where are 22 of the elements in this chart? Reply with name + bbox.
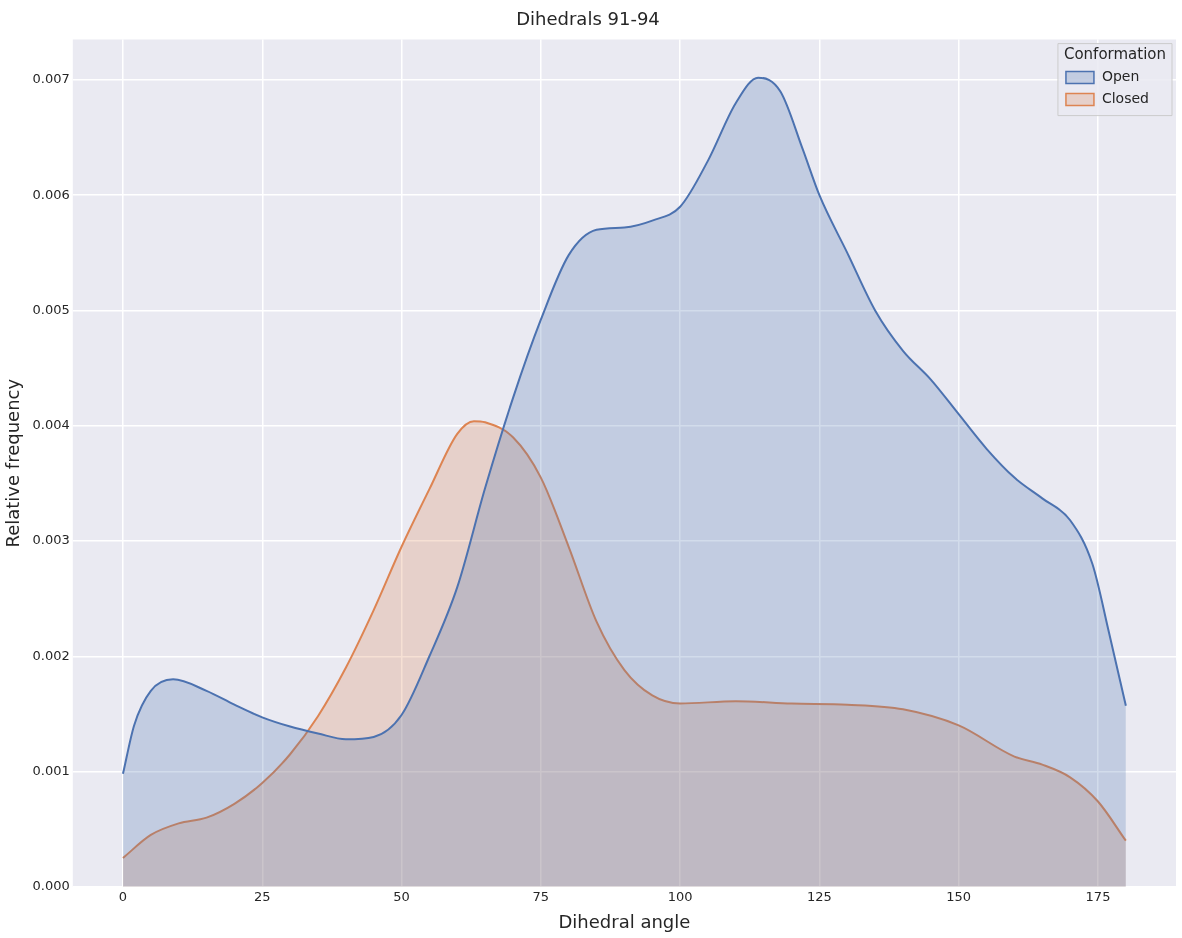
y-tick-label: 0.001 [32,762,70,778]
x-tick-label: 75 [532,888,550,904]
legend-title: Conformation [1063,45,1166,64]
y-tick-label: 0.005 [32,301,70,317]
x-tick-label: 125 [807,888,832,904]
y-tick-label: 0.000 [32,878,70,894]
legend-label: Closed [1101,90,1149,107]
y-tick-label: 0.007 [32,71,70,87]
x-tick-label: 100 [667,888,693,904]
x-tick-label: 0 [118,888,128,904]
y-tick-label: 0.006 [32,186,70,202]
x-tick-label: 150 [946,888,972,904]
x-tick-label: 50 [393,888,410,904]
legend-label: Open [1101,68,1140,85]
x-axis-title: Dihedral angle [558,910,691,932]
y-tick-label: 0.003 [32,532,70,548]
y-tick-label: 0.002 [32,647,70,663]
chart-title: Dihedrals 91-94 [516,8,660,30]
y-axis-title: Relative frequency [2,378,24,548]
x-tick-label: 175 [1085,888,1111,904]
x-tick-label: 25 [253,888,271,904]
y-tick-label: 0.004 [32,417,70,433]
